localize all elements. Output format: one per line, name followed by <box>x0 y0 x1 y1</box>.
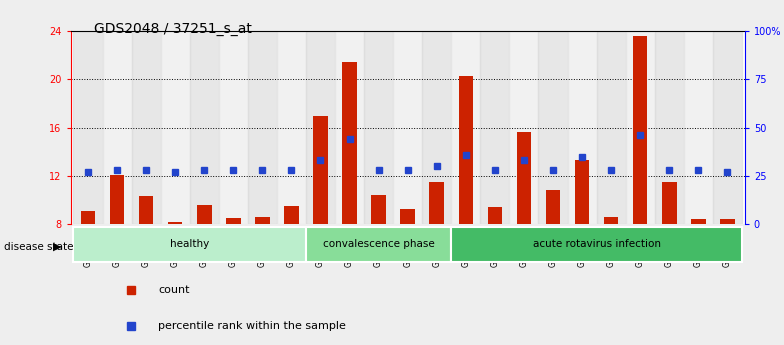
Text: ▶: ▶ <box>53 242 61 252</box>
Bar <box>488 207 502 224</box>
Bar <box>430 182 444 224</box>
Bar <box>713 31 742 224</box>
Bar <box>546 190 561 224</box>
Bar <box>539 31 568 224</box>
Bar <box>510 31 539 224</box>
FancyBboxPatch shape <box>306 227 452 262</box>
Bar <box>168 222 183 224</box>
Bar <box>423 31 452 224</box>
Bar <box>335 31 364 224</box>
Text: acute rotavirus infection: acute rotavirus infection <box>532 239 661 249</box>
Text: convalescence phase: convalescence phase <box>323 239 434 249</box>
Bar <box>684 31 713 224</box>
Bar <box>139 197 154 224</box>
Bar <box>655 31 684 224</box>
Bar <box>720 219 735 224</box>
Bar <box>103 31 132 224</box>
Bar <box>74 31 103 224</box>
Bar <box>372 195 386 224</box>
Text: GDS2048 / 37251_s_at: GDS2048 / 37251_s_at <box>94 22 252 37</box>
Bar <box>517 132 532 224</box>
Bar <box>197 205 212 224</box>
Bar <box>568 31 597 224</box>
Bar <box>662 182 677 224</box>
Bar <box>364 31 393 224</box>
Bar <box>110 175 125 224</box>
Bar <box>575 160 590 224</box>
Bar <box>132 31 161 224</box>
Bar <box>633 36 648 224</box>
Bar <box>226 218 241 224</box>
Bar <box>190 31 219 224</box>
Text: disease state: disease state <box>4 242 74 252</box>
Bar <box>284 206 299 224</box>
Bar <box>81 211 96 224</box>
Bar <box>314 116 328 224</box>
Bar <box>604 217 619 224</box>
Text: healthy: healthy <box>170 239 209 249</box>
Bar <box>161 31 190 224</box>
Bar <box>459 76 473 224</box>
Bar <box>481 31 510 224</box>
Bar <box>401 208 415 224</box>
Bar <box>219 31 248 224</box>
Text: percentile rank within the sample: percentile rank within the sample <box>158 321 346 331</box>
Bar <box>255 217 270 224</box>
Text: count: count <box>158 285 190 295</box>
FancyBboxPatch shape <box>452 227 742 262</box>
Bar <box>597 31 626 224</box>
Bar <box>691 219 706 224</box>
Bar <box>248 31 277 224</box>
Bar <box>452 31 481 224</box>
Bar <box>393 31 423 224</box>
Bar <box>277 31 306 224</box>
Bar <box>626 31 655 224</box>
Bar <box>306 31 335 224</box>
FancyBboxPatch shape <box>74 227 306 262</box>
Bar <box>343 62 357 224</box>
